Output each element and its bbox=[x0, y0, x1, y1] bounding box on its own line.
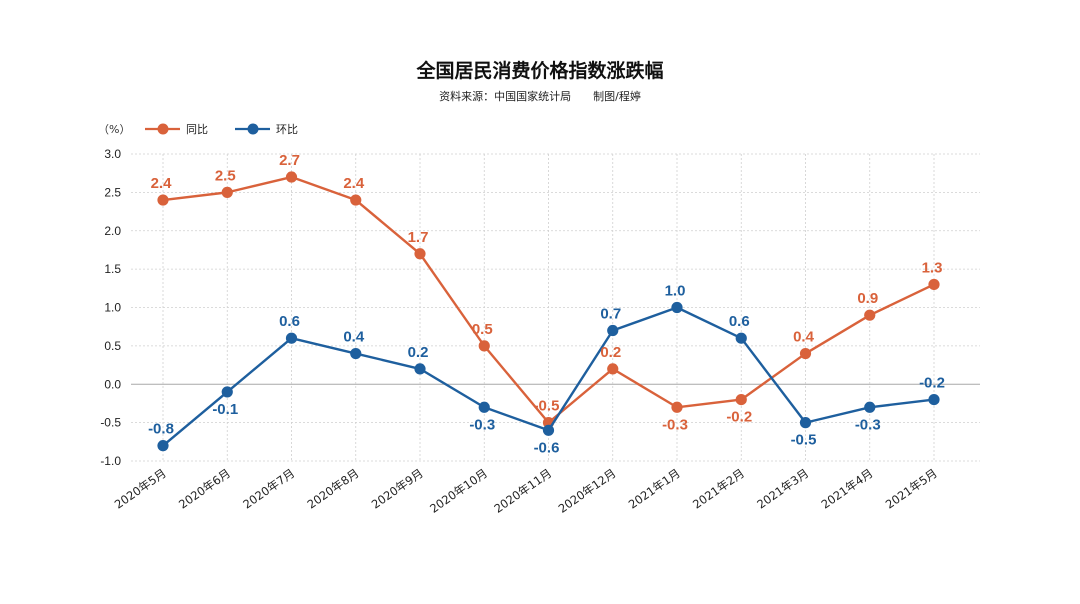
legend-label-mom: 环比 bbox=[276, 123, 298, 136]
data-label-yoy: 2.4 bbox=[343, 175, 365, 192]
data-label-yoy: -0.5 bbox=[534, 398, 560, 415]
data-point-mom[interactable] bbox=[735, 332, 747, 344]
data-point-yoy[interactable] bbox=[735, 394, 747, 406]
y-tick-label: 1.5 bbox=[104, 262, 121, 276]
data-label-mom: -0.8 bbox=[148, 421, 174, 438]
x-tick-label: 2021年4月 bbox=[819, 466, 876, 512]
data-label-mom: -0.2 bbox=[919, 375, 945, 392]
data-point-yoy[interactable] bbox=[864, 309, 876, 321]
grid bbox=[131, 153, 980, 462]
x-tick-label: 2020年10月 bbox=[427, 466, 490, 516]
data-point-mom[interactable] bbox=[414, 363, 426, 375]
legend: 同比 环比 bbox=[145, 123, 298, 136]
data-point-yoy[interactable] bbox=[478, 340, 490, 352]
data-label-mom: 0.4 bbox=[343, 329, 365, 346]
data-label-mom: 0.2 bbox=[408, 344, 429, 361]
x-tick-label: 2020年11月 bbox=[491, 466, 554, 516]
data-label-yoy: 0.2 bbox=[600, 344, 621, 361]
data-label-mom: -0.1 bbox=[212, 401, 238, 418]
data-label-mom: 1.0 bbox=[665, 283, 686, 300]
data-label-mom: -0.5 bbox=[791, 432, 817, 449]
x-tick-label: 2020年8月 bbox=[305, 466, 362, 512]
data-label-mom: -0.3 bbox=[855, 416, 881, 433]
data-point-mom[interactable] bbox=[542, 424, 555, 436]
data-point-mom[interactable] bbox=[799, 417, 812, 429]
data-point-yoy[interactable] bbox=[671, 401, 683, 413]
data-point-mom[interactable] bbox=[864, 401, 876, 413]
data-point-yoy[interactable] bbox=[350, 194, 362, 206]
data-label-yoy: 1.7 bbox=[408, 229, 429, 246]
data-point-yoy[interactable] bbox=[285, 171, 298, 183]
y-tick-label: 2.0 bbox=[104, 224, 121, 238]
data-label-yoy: 1.3 bbox=[922, 259, 943, 276]
y-tick-label: -0.5 bbox=[100, 416, 121, 430]
x-tick-label: 2021年2月 bbox=[690, 466, 747, 512]
data-point-mom[interactable] bbox=[285, 332, 298, 344]
data-point-yoy[interactable] bbox=[414, 248, 426, 260]
data-point-yoy[interactable] bbox=[928, 278, 940, 291]
chart-title: 全国居民消费价格指数涨跌幅 bbox=[415, 59, 663, 82]
y-tick-label: 2.5 bbox=[104, 185, 121, 199]
y-tick-label: -1.0 bbox=[100, 454, 121, 468]
data-point-yoy[interactable] bbox=[607, 363, 619, 375]
x-tick-label: 2021年5月 bbox=[883, 466, 940, 512]
data-label-yoy: 0.5 bbox=[472, 321, 493, 338]
data-point-mom[interactable] bbox=[157, 440, 169, 452]
data-label-yoy: 2.4 bbox=[151, 175, 173, 192]
y-tick-label: 1.0 bbox=[104, 301, 121, 315]
data-label-yoy: -0.3 bbox=[662, 416, 688, 433]
y-tick-label: 3.0 bbox=[104, 147, 121, 161]
x-tick-label: 2020年7月 bbox=[240, 466, 297, 512]
data-point-yoy[interactable] bbox=[799, 347, 812, 360]
legend-marker-yoy bbox=[157, 123, 169, 135]
data-label-yoy: 2.5 bbox=[215, 167, 236, 184]
legend-label-yoy: 同比 bbox=[186, 123, 208, 136]
data-point-yoy[interactable] bbox=[221, 186, 233, 198]
x-tick-label: 2021年3月 bbox=[754, 466, 811, 512]
y-unit-label: （%） bbox=[98, 123, 130, 136]
data-label-yoy: 2.7 bbox=[279, 152, 300, 169]
data-point-mom[interactable] bbox=[928, 394, 940, 406]
x-tick-label: 2020年12月 bbox=[556, 466, 619, 516]
legend-item-yoy[interactable]: 同比 bbox=[145, 123, 208, 136]
data-point-mom[interactable] bbox=[478, 401, 490, 413]
y-tick-label: 0.0 bbox=[104, 377, 121, 391]
legend-marker-mom bbox=[247, 123, 259, 135]
x-tick-label: 2020年5月 bbox=[112, 466, 169, 512]
data-label-mom: -0.3 bbox=[469, 416, 495, 433]
data-labels: 2.4 2.5 2.7 2.4 1.7 0.5 -0.5 0.2 -0.3 -0.2 0.4 0.9 1… bbox=[148, 152, 945, 456]
data-label-yoy: 0.9 bbox=[857, 290, 878, 307]
data-point-yoy[interactable] bbox=[157, 194, 169, 206]
x-tick-label: 2020年6月 bbox=[176, 466, 233, 512]
data-point-mom[interactable] bbox=[607, 324, 619, 337]
data-label-yoy: -0.2 bbox=[726, 409, 752, 426]
data-label-yoy: 0.4 bbox=[793, 329, 815, 346]
data-label-mom: 0.6 bbox=[279, 313, 300, 330]
series bbox=[157, 171, 940, 452]
y-tick-label: 0.5 bbox=[104, 339, 121, 353]
legend-item-mom[interactable]: 环比 bbox=[235, 123, 298, 136]
data-point-mom[interactable] bbox=[350, 347, 362, 360]
data-label-mom: -0.6 bbox=[534, 439, 560, 456]
data-label-mom: 0.6 bbox=[729, 313, 750, 330]
data-label-mom: 0.7 bbox=[600, 306, 621, 323]
data-point-mom[interactable] bbox=[671, 301, 683, 314]
x-tick-label: 2021年1月 bbox=[626, 466, 683, 512]
data-point-mom[interactable] bbox=[221, 386, 233, 398]
x-tick-label: 2020年9月 bbox=[369, 466, 426, 512]
chart-subtitle: 资料来源：中国国家统计局 制图/程婷 bbox=[439, 89, 641, 103]
